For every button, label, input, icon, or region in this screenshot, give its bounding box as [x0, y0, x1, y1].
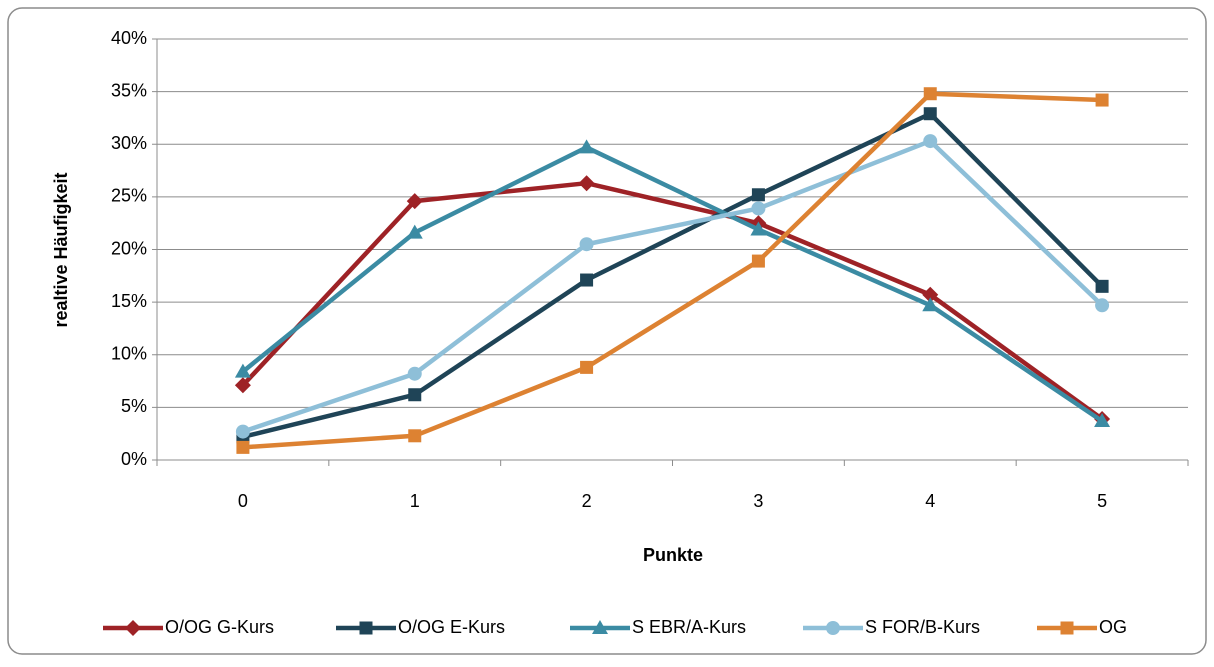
legend-marker	[1060, 621, 1074, 635]
legend-label: O/OG E-Kurs	[398, 617, 505, 637]
y-tick-label: 40%	[111, 28, 147, 48]
y-tick-label: 5%	[121, 396, 147, 416]
data-point	[579, 237, 594, 252]
data-point	[578, 139, 595, 154]
data-point	[751, 188, 765, 202]
x-tick-label: 0	[238, 491, 248, 511]
y-tick-label: 20%	[111, 238, 147, 258]
y-tick-label: 0%	[121, 449, 147, 469]
x-tick-label: 2	[582, 491, 592, 511]
legend-label: OG	[1099, 617, 1127, 637]
data-point	[407, 366, 422, 381]
y-tick-label: 30%	[111, 133, 147, 153]
legend-marker	[592, 620, 608, 634]
data-point	[923, 87, 937, 101]
data-point	[234, 363, 251, 378]
x-tick-label: 4	[925, 491, 935, 511]
series-line	[242, 111, 1104, 440]
x-tick-label: 3	[753, 491, 763, 511]
y-tick-label: 25%	[111, 186, 147, 206]
y-tick-label: 15%	[111, 291, 147, 311]
legend-label: S FOR/B-Kurs	[865, 617, 980, 637]
data-point	[751, 254, 765, 268]
data-point	[234, 377, 251, 394]
series-line	[242, 91, 1103, 450]
series-line	[241, 180, 1104, 421]
x-axis-title: Punkte	[643, 545, 703, 565]
y-tick-label: 35%	[111, 80, 147, 100]
data-point	[923, 134, 938, 149]
data-point	[578, 175, 595, 192]
legend-marker	[826, 621, 840, 635]
legend-marker	[359, 621, 373, 635]
series-line	[241, 145, 1104, 423]
data-point	[1095, 93, 1109, 107]
data-point	[408, 388, 422, 402]
data-point	[1094, 413, 1111, 428]
x-tick-label: 1	[410, 491, 420, 511]
data-point	[406, 193, 423, 210]
data-point	[922, 297, 939, 312]
data-point	[406, 224, 423, 239]
legend-label: S EBR/A-Kurs	[632, 617, 746, 637]
data-point	[235, 424, 250, 439]
data-point	[922, 286, 939, 303]
chart-border	[7, 7, 1207, 655]
legend-label: O/OG G-Kurs	[165, 617, 274, 637]
data-point	[750, 221, 767, 236]
x-tick-label: 5	[1097, 491, 1107, 511]
data-point	[923, 107, 937, 121]
data-point	[236, 440, 250, 454]
legend-marker	[125, 620, 141, 636]
data-point	[408, 429, 422, 443]
data-point	[1095, 298, 1110, 313]
data-point	[580, 273, 594, 287]
data-point	[580, 360, 594, 374]
series-line	[242, 138, 1104, 434]
data-point	[751, 201, 766, 216]
data-point	[1095, 279, 1109, 293]
y-axis-title: realtive Häufigkeit	[51, 172, 71, 327]
y-tick-label: 10%	[111, 344, 147, 364]
